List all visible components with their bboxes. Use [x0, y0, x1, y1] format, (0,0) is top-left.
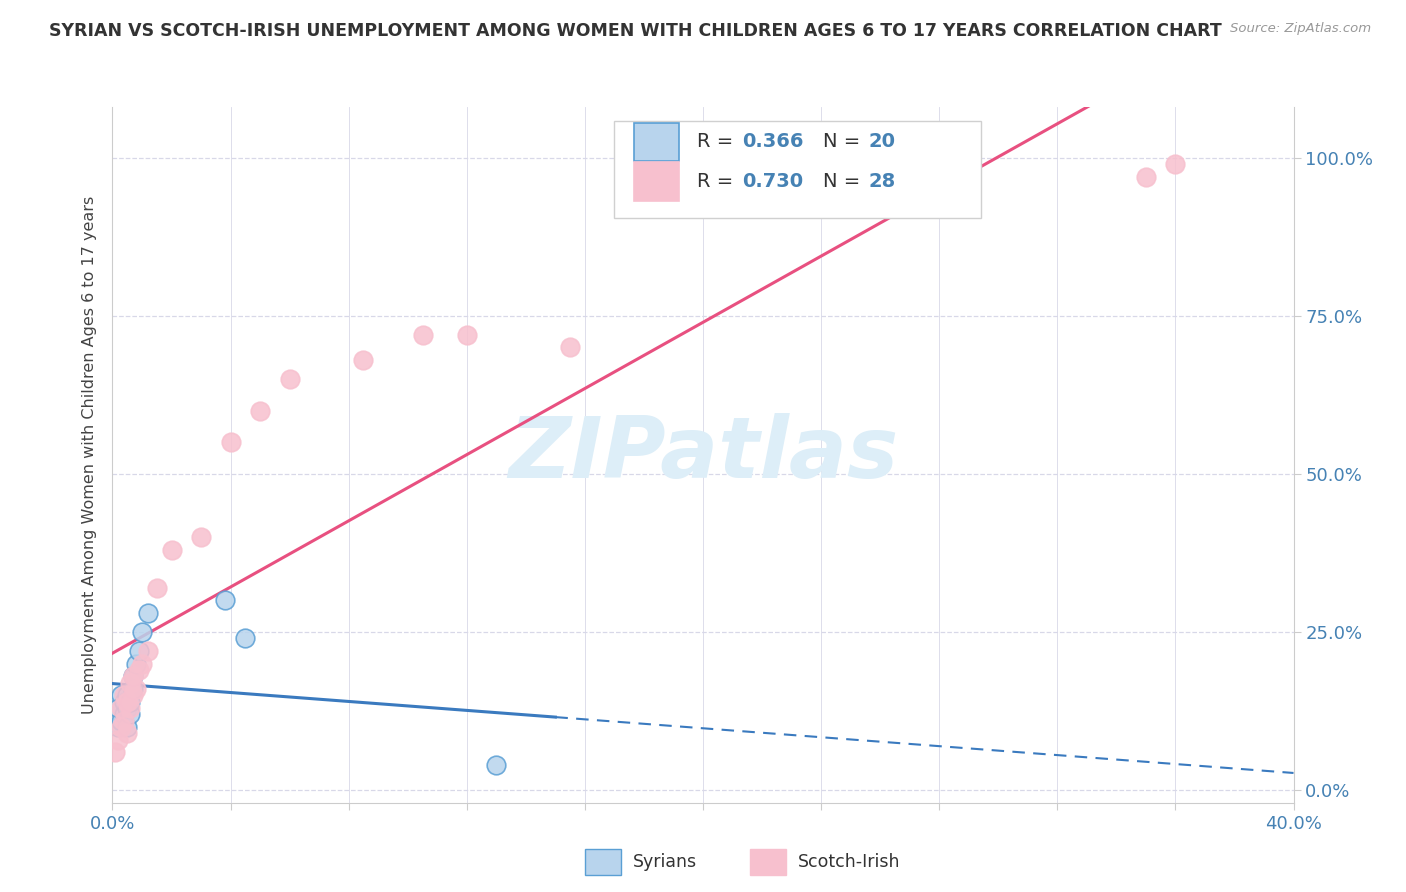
Point	[131, 657, 153, 671]
Point	[117, 695, 138, 709]
Point	[278, 372, 301, 386]
FancyBboxPatch shape	[614, 121, 980, 219]
Point	[456, 327, 478, 342]
Point	[1164, 157, 1187, 171]
Text: 28: 28	[869, 172, 896, 191]
Point	[107, 720, 129, 734]
Text: Syrians: Syrians	[633, 853, 697, 871]
Point	[558, 340, 582, 354]
Point	[112, 688, 135, 702]
Point	[125, 681, 148, 696]
Point	[136, 606, 159, 620]
Point	[110, 714, 132, 728]
Text: 0.730: 0.730	[742, 172, 803, 191]
Point	[107, 701, 129, 715]
Point	[411, 327, 433, 342]
Point	[122, 669, 145, 683]
Point	[117, 701, 138, 715]
Text: ZIPatlas: ZIPatlas	[508, 413, 898, 497]
Text: Scotch-Irish: Scotch-Irish	[799, 853, 900, 871]
Point	[128, 663, 150, 677]
Point	[110, 720, 132, 734]
Text: SYRIAN VS SCOTCH-IRISH UNEMPLOYMENT AMONG WOMEN WITH CHILDREN AGES 6 TO 17 YEARS: SYRIAN VS SCOTCH-IRISH UNEMPLOYMENT AMON…	[49, 22, 1222, 40]
Point	[352, 353, 374, 368]
Point	[117, 688, 138, 702]
FancyBboxPatch shape	[634, 162, 679, 201]
Point	[117, 720, 138, 734]
Point	[110, 701, 132, 715]
Text: 0.366: 0.366	[742, 132, 803, 152]
Point	[125, 657, 148, 671]
FancyBboxPatch shape	[585, 848, 621, 875]
Point	[107, 732, 129, 747]
Point	[120, 675, 142, 690]
Point	[120, 707, 142, 722]
Point	[136, 644, 159, 658]
Text: N =: N =	[824, 172, 868, 191]
Point	[122, 681, 145, 696]
Text: R =: R =	[697, 172, 740, 191]
Text: R =: R =	[697, 132, 740, 152]
Text: N =: N =	[824, 132, 868, 152]
Point	[219, 435, 242, 450]
Point	[190, 530, 212, 544]
FancyBboxPatch shape	[634, 123, 679, 161]
Point	[120, 701, 142, 715]
Y-axis label: Unemployment Among Women with Children Ages 6 to 17 years: Unemployment Among Women with Children A…	[82, 196, 97, 714]
Point	[214, 593, 236, 607]
FancyBboxPatch shape	[751, 848, 786, 875]
Point	[110, 688, 132, 702]
Point	[120, 695, 142, 709]
Point	[112, 707, 135, 722]
Point	[1135, 169, 1157, 184]
Point	[104, 745, 127, 759]
Point	[146, 581, 169, 595]
Point	[160, 542, 183, 557]
Point	[122, 688, 145, 702]
Point	[131, 625, 153, 640]
Point	[112, 695, 135, 709]
Point	[233, 632, 256, 646]
Text: 20: 20	[869, 132, 896, 152]
Point	[122, 669, 145, 683]
Point	[128, 644, 150, 658]
Point	[112, 714, 135, 728]
Text: Source: ZipAtlas.com: Source: ZipAtlas.com	[1230, 22, 1371, 36]
Point	[249, 403, 271, 417]
Point	[117, 726, 138, 740]
Point	[485, 757, 508, 772]
